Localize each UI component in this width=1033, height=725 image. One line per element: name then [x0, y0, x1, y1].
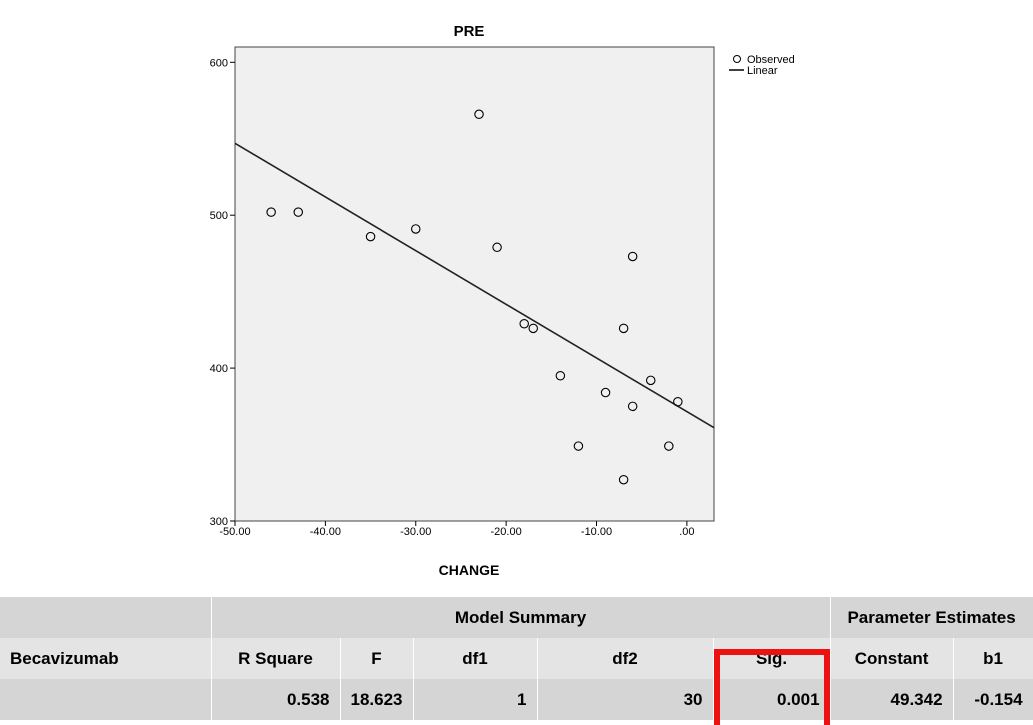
- value-b1: -0.154: [953, 679, 1033, 720]
- col-header-b1: b1: [953, 638, 1033, 679]
- table-group-header-row: Model Summary Parameter Estimates: [0, 597, 1033, 638]
- legend-observed-label: Observed: [747, 54, 795, 66]
- empty-cell: [0, 597, 212, 638]
- observed-point: [519, 319, 529, 329]
- observed-point: [411, 224, 421, 234]
- observed-point: [664, 441, 674, 451]
- x-tick-label: -30.00: [400, 526, 431, 538]
- observed-point: [618, 323, 629, 334]
- legend-linear-label: Linear: [747, 65, 778, 77]
- chart-title: PRE: [454, 23, 485, 40]
- x-tick-label: -50.00: [219, 526, 250, 538]
- fit-line-layer: [234, 142, 715, 429]
- observed-point: [645, 375, 656, 386]
- row-label: Becavizumab: [0, 638, 212, 679]
- observed-point: [555, 370, 566, 381]
- value-f: 18.623: [340, 679, 414, 720]
- col-header-df1: df1: [413, 638, 538, 679]
- observed-point: [618, 474, 629, 485]
- observed-point: [573, 441, 584, 451]
- y-axis: 300 400 500 600: [210, 57, 235, 528]
- observed-point: [266, 207, 276, 217]
- observed-point: [528, 323, 538, 334]
- y-tick-label: 300: [210, 516, 228, 528]
- group-header-parameter-estimates: Parameter Estimates: [830, 597, 1033, 638]
- x-axis: -50.00 -40.00 -30.00 -20.00 -10.00 .00: [219, 521, 695, 538]
- value-r-square: 0.538: [211, 679, 341, 720]
- col-header-df2: df2: [537, 638, 714, 679]
- legend: Observed Linear: [729, 54, 795, 77]
- points-layer: [266, 109, 683, 485]
- observed-point: [627, 251, 638, 262]
- linear-fit-line: [234, 142, 715, 429]
- table-row: 0.538 18.623 1 30 0.001 49.342 -0.154: [0, 679, 1033, 720]
- col-header-constant: Constant: [830, 638, 954, 679]
- empty-cell: [0, 679, 212, 720]
- observed-point: [492, 242, 502, 253]
- x-tick-label: .00: [679, 526, 694, 538]
- observed-point: [365, 231, 376, 242]
- x-tick-label: -10.00: [581, 526, 612, 538]
- table-column-header-row: Becavizumab R Square F df1 df2 Sig. Cons…: [0, 638, 1033, 679]
- y-tick-label: 600: [210, 57, 228, 69]
- x-axis-label: CHANGE: [439, 562, 500, 578]
- observed-point: [474, 109, 484, 120]
- observed-point: [673, 396, 683, 407]
- y-tick-label: 400: [210, 363, 228, 375]
- sig-highlight-box: [714, 649, 830, 725]
- legend-observed-marker: [733, 55, 741, 63]
- value-df2: 30: [537, 679, 714, 720]
- observed-point: [600, 387, 611, 398]
- value-constant: 49.342: [830, 679, 954, 720]
- model-summary-table: Model Summary Parameter Estimates Becavi…: [0, 597, 1033, 720]
- x-tick-label: -40.00: [310, 526, 341, 538]
- value-df1: 1: [413, 679, 538, 720]
- plot-area: [234, 46, 715, 522]
- col-header-r-square: R Square: [211, 638, 341, 679]
- group-header-model-summary: Model Summary: [211, 597, 831, 638]
- observed-point: [293, 207, 304, 217]
- observed-point: [627, 401, 638, 412]
- y-tick-label: 500: [210, 210, 228, 222]
- col-header-sig: Sig.: [713, 638, 831, 679]
- x-tick-label: -20.00: [491, 526, 522, 538]
- scatter-chart: PRE 300 400 500 600 -50.00 -40.00 -30.00 -20.0…: [210, 23, 795, 578]
- col-header-f: F: [340, 638, 414, 679]
